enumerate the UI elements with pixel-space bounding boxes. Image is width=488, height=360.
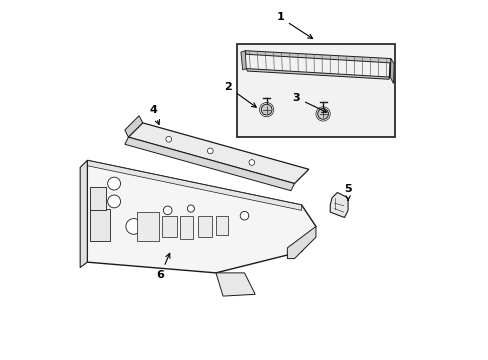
Bar [137, 212, 159, 241]
Circle shape [125, 219, 142, 234]
Polygon shape [244, 51, 390, 79]
Bar [198, 216, 212, 237]
Text: 2: 2 [224, 82, 256, 107]
Text: 5: 5 [344, 184, 351, 200]
Bar [237, 44, 394, 137]
Polygon shape [87, 160, 315, 273]
Polygon shape [287, 226, 315, 258]
Circle shape [144, 214, 155, 225]
Polygon shape [124, 116, 142, 137]
Polygon shape [124, 137, 294, 191]
Bar [180, 216, 192, 239]
Bar [216, 216, 228, 235]
Bar [90, 208, 110, 241]
Polygon shape [329, 193, 347, 217]
Text: 4: 4 [149, 105, 159, 125]
Circle shape [317, 109, 328, 119]
Polygon shape [87, 160, 301, 210]
Polygon shape [389, 59, 393, 84]
Circle shape [261, 104, 271, 115]
Polygon shape [80, 160, 87, 267]
Polygon shape [241, 51, 246, 70]
Bar [162, 216, 176, 237]
Circle shape [163, 206, 172, 215]
Polygon shape [128, 123, 308, 184]
Text: 3: 3 [292, 93, 326, 112]
Circle shape [248, 159, 254, 165]
Text: 6: 6 [156, 253, 170, 280]
Text: 1: 1 [276, 13, 312, 39]
Circle shape [107, 177, 121, 190]
Circle shape [207, 148, 213, 154]
Bar [90, 187, 106, 210]
Circle shape [165, 136, 171, 142]
Circle shape [240, 211, 248, 220]
Polygon shape [216, 273, 255, 296]
Circle shape [187, 205, 194, 212]
Circle shape [107, 195, 121, 208]
